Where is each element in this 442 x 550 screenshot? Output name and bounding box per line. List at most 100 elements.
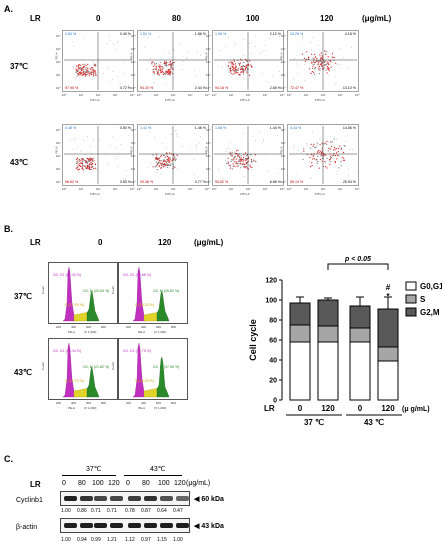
quadrant-ul: 0.84 % [65, 32, 77, 36]
x-tick: 10¹ [79, 93, 84, 97]
group-label: 43 ℃ [364, 418, 384, 427]
histogram-plot: G0, G1 (61.43 %) G2, M (20.64 %) S (17.93 … [48, 262, 118, 324]
panel-a-dose-3: 120 [320, 14, 334, 23]
histogram-canvas [62, 266, 100, 322]
dose-label: 0 [62, 480, 66, 487]
quadrant-lr: 6.66 % [269, 180, 281, 184]
y-axis-label: PE-A [129, 52, 134, 60]
protein-cyclinb1: Cyclinb1 [16, 497, 43, 504]
panel-b-label: B. [4, 224, 13, 234]
x-tick: 10² [246, 93, 251, 97]
x-tick: 10² [321, 187, 326, 191]
x-axis-unit: (X 1,000) [84, 330, 97, 334]
quadrant-ur: 14.56 % [342, 126, 356, 130]
x-tick: 10⁴ [280, 187, 285, 191]
y-tick-label: 120 [265, 278, 277, 285]
y-tick: 10⁰ [56, 180, 61, 184]
x-tick: 600 [86, 401, 92, 405]
y-tick: 10² [206, 60, 211, 64]
x-tick: 10² [96, 93, 101, 97]
histogram-plot: G0, G1 (56.88 %) G2, M (26.81 %) S (16.33 … [118, 262, 188, 324]
x-tick: 10⁴ [130, 93, 135, 97]
band-value: 1.21 [107, 537, 117, 543]
quadrant-ul: 4.43 % [290, 126, 302, 130]
bar-lr-label: LR [264, 404, 275, 413]
protein-beta-actin: β-actin [16, 524, 38, 531]
star-marker: * [386, 292, 390, 301]
blot-band [176, 523, 189, 528]
quadrant-ur: 1.46 % [194, 126, 206, 130]
x-axis-label: PE-A [68, 406, 76, 410]
x-axis-label: PE-A [68, 330, 76, 334]
histogram-plot: G0, G1 (47.75 %) G2, M (37.96 %) S (14.29 … [118, 338, 188, 400]
x-tick: 10³ [263, 187, 268, 191]
quadrant-lr: 2.44 % [194, 86, 206, 90]
band-value: 1.12 [125, 537, 135, 543]
blot-band [110, 496, 123, 501]
x-tick: 10⁰ [62, 187, 67, 191]
panel-b-dose-1: 120 [158, 238, 172, 247]
y-axis-label: Count [41, 285, 46, 295]
quadrant-ur: 1.44 % [269, 126, 281, 130]
y-tick: 10² [131, 60, 136, 64]
x-axis-label: FITC-A [165, 192, 175, 196]
x-tick: 10⁴ [205, 93, 210, 97]
y-tick-label: 60 [269, 338, 277, 345]
y-tick: 10⁰ [206, 180, 211, 184]
y-tick: 10¹ [206, 73, 211, 77]
quadrant-ul: 10.25 % [290, 32, 304, 36]
bar-segment-g0g1 [317, 341, 339, 401]
x-tick: 10² [171, 187, 176, 191]
x-tick: 10⁰ [62, 93, 67, 97]
x-tick: 600 [156, 325, 162, 329]
y-axis-label: PE-A [279, 146, 284, 154]
y-axis-label: Cell cycle [248, 319, 258, 361]
bar-segment-s [289, 324, 311, 343]
x-tick: 800 [171, 325, 177, 329]
y-tick: 10² [281, 60, 286, 64]
x-tick: 400 [71, 401, 77, 405]
band-value: 0.78 [125, 508, 135, 514]
band-value: 0.99 [91, 537, 101, 543]
kda-60: ◀ 60 kDa [194, 496, 224, 503]
dose-label: 100 [158, 480, 170, 487]
x-axis-unit: (X 1,000) [84, 406, 97, 410]
quadrant-ll: 94.18 % [215, 86, 229, 90]
x-tick: 10⁰ [287, 187, 292, 191]
y-tick: 10¹ [281, 167, 286, 171]
quadrant-lr: 0.72 % [119, 86, 131, 90]
blot-band [160, 496, 173, 501]
x-tick: 10² [96, 187, 101, 191]
quadrant-ll: 55.13 % [290, 180, 304, 184]
band-value: 0.94 [77, 537, 87, 543]
blot-band [94, 496, 107, 501]
flow-plot: 1.41 % 1.46 % 93.36 % 3.77 % [137, 124, 209, 186]
blot-band [128, 496, 141, 501]
band-value: 0.47 [173, 508, 183, 514]
y-axis-label: Count [111, 285, 116, 295]
quadrant-ur: 2.12 % [269, 32, 281, 36]
x-axis-label: FITC-A [165, 98, 175, 102]
blot-band [80, 496, 93, 501]
p-value-label: p < 0.05 [344, 256, 371, 263]
y-tick: 10² [206, 154, 211, 158]
panel-b-row-43: 43℃ [14, 368, 32, 377]
flow-plot: 1.51 % 1.86 % 94.20 % 2.44 % [137, 30, 209, 92]
x-tick: 200 [56, 325, 62, 329]
legend-swatch [405, 307, 417, 317]
x-tick: 200 [126, 325, 132, 329]
kda-43: ◀ 43 kDa [194, 523, 224, 530]
flow-plot: 0.84 % 0.49 % 97.95 % 0.72 % [62, 30, 134, 92]
y-tick: 10³ [56, 47, 61, 51]
dose-label: 120 [108, 480, 120, 487]
x-axis-label: FITC-A [315, 98, 325, 102]
y-axis-label: PE-A [129, 146, 134, 154]
band-value: 1.00 [61, 508, 71, 514]
x-tick: 800 [171, 401, 177, 405]
flow-plot-canvas [287, 30, 359, 92]
band-value: 1.00 [61, 537, 71, 543]
panel-a-unit: (μg/mL) [362, 14, 392, 23]
bar-segment-g0g1 [349, 341, 371, 401]
g0g1-label: G0, G1 (64.44 %) [53, 349, 82, 353]
y-tick-label: 0 [273, 398, 277, 405]
